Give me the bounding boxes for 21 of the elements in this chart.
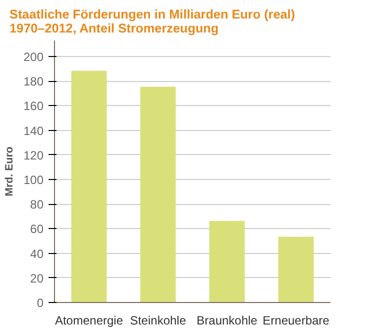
y-tick-label: 180 [23, 74, 44, 89]
x-tick-label: Steinkohle [130, 314, 186, 328]
bar [209, 220, 245, 302]
y-tick-label: 200 [23, 50, 44, 64]
y-tick-label: 20 [30, 271, 44, 286]
bar [278, 236, 314, 302]
y-tick-label: 40 [30, 246, 44, 261]
y-tick-label: 80 [30, 198, 44, 212]
y-axis-title: Mrd. Euro [3, 146, 16, 196]
y-tick-label: 160 [23, 99, 44, 114]
x-tick-label: Erneuerbare [262, 314, 330, 328]
y-tick-label: 120 [23, 148, 44, 162]
bar [140, 86, 176, 302]
y-tick-label: 0 [36, 296, 44, 310]
y-tick-label: 60 [30, 222, 44, 236]
chart-title: Staatliche Förderungen in Milliarden Euro (real) 1970–2012, Anteil Stromerzeugung [10, 8, 296, 36]
y-tick-label: 100 [23, 172, 44, 187]
x-tick-label: Atomenergie [54, 314, 124, 328]
bar [71, 70, 107, 302]
x-tick-label: Braunkohle [196, 314, 258, 328]
y-tick-label: 140 [23, 124, 44, 138]
